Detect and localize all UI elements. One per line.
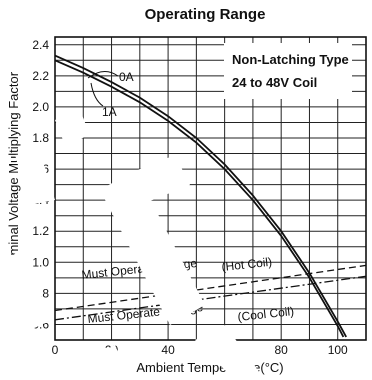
x-tick-label: 80: [275, 343, 289, 357]
badge-line-2: 24 to 48V Coil: [232, 75, 317, 90]
x-tick-label: 40: [161, 343, 175, 357]
y-tick-label: 1.0: [32, 255, 49, 269]
y-tick-label: 1.8: [32, 131, 49, 145]
series-line-must-operate-voltage-hot-coil: [54, 264, 367, 312]
chart-title: Operating Range: [145, 6, 266, 23]
leader-0a: [87, 71, 119, 79]
y-axis-label: Nominal Voltage Multiplying Factor: [6, 71, 21, 272]
hot-coil-suffix: (Hot Coil): [221, 255, 273, 274]
label-0a: 0A: [119, 70, 134, 84]
y-tick-label: 2.0: [32, 100, 49, 114]
x-tick-label: 0: [52, 343, 59, 357]
y-tick-label: 2.2: [32, 69, 49, 83]
y-tick-label: 2.4: [32, 38, 49, 52]
y-tick-label: 1.2: [32, 224, 49, 238]
leader-1a: [90, 82, 104, 107]
series-line-1a: [54, 59, 345, 338]
label-1a: 1A: [102, 105, 117, 119]
x-tick-label: 100: [328, 343, 348, 357]
curves: [54, 54, 367, 338]
cool-coil-suffix: (Cool Coil): [237, 304, 295, 324]
series-labels: 0A 1A: [87, 70, 134, 119]
coil-type-badge: Non-Latching Type 24 to 48V Coil: [224, 43, 352, 99]
badge-line-1: Non-Latching Type: [232, 52, 349, 67]
series-line-0a: [54, 54, 347, 338]
series-line-must-operate-voltage-cool-coil: [54, 275, 367, 321]
watermark-overlay: [0, 110, 265, 380]
x-axis-label: Ambient Temperature(°C): [136, 360, 283, 375]
